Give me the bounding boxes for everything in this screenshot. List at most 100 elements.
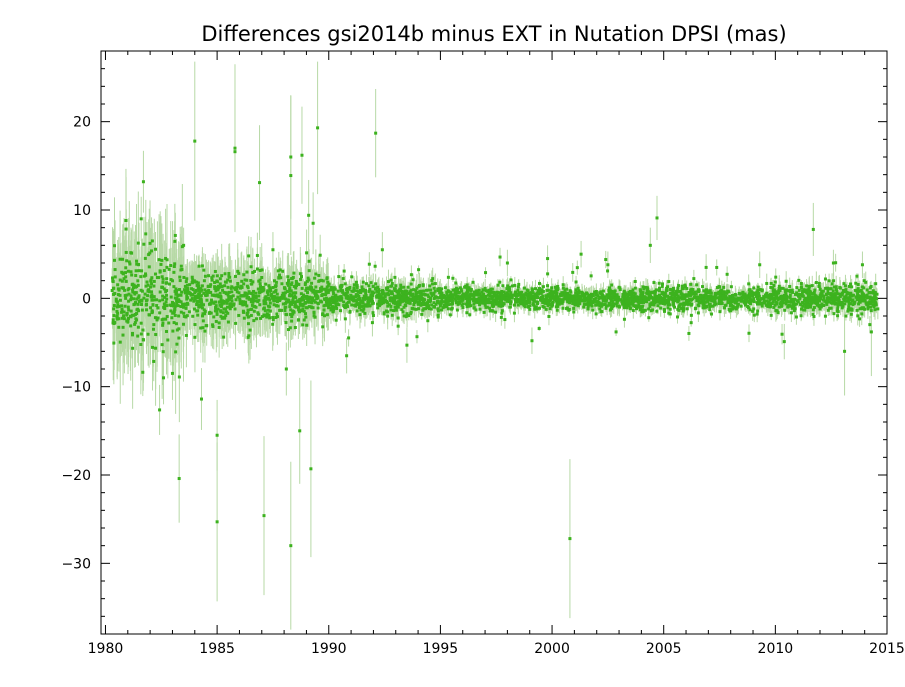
data-point bbox=[196, 313, 200, 317]
data-point bbox=[219, 310, 223, 314]
data-point bbox=[296, 318, 300, 322]
data-point bbox=[265, 290, 269, 294]
data-point bbox=[172, 310, 176, 314]
data-point bbox=[307, 259, 311, 263]
data-point bbox=[217, 321, 221, 325]
data-point bbox=[321, 312, 325, 316]
data-point bbox=[302, 302, 306, 306]
data-point bbox=[227, 290, 231, 294]
data-point bbox=[319, 278, 323, 282]
data-point bbox=[173, 233, 177, 237]
data-point bbox=[158, 290, 162, 294]
data-point bbox=[124, 296, 128, 300]
data-point bbox=[142, 242, 146, 246]
data-point bbox=[244, 300, 248, 304]
data-point bbox=[267, 313, 271, 317]
data-point bbox=[226, 285, 230, 289]
data-point bbox=[242, 316, 246, 320]
data-point bbox=[240, 279, 244, 283]
data-point bbox=[183, 284, 187, 288]
data-point bbox=[290, 319, 294, 323]
data-point bbox=[256, 287, 260, 291]
data-point bbox=[300, 296, 304, 300]
data-point bbox=[381, 296, 385, 300]
data-point bbox=[304, 312, 308, 316]
data-point bbox=[310, 288, 314, 292]
data-point bbox=[323, 303, 327, 307]
data-point bbox=[305, 251, 309, 255]
data-point bbox=[197, 303, 201, 307]
data-point bbox=[257, 312, 261, 316]
data-point bbox=[283, 291, 287, 295]
data-point bbox=[243, 278, 247, 282]
data-point bbox=[146, 289, 150, 293]
data-point bbox=[160, 343, 164, 347]
data-point bbox=[220, 274, 224, 278]
data-point bbox=[112, 286, 116, 290]
data-point bbox=[271, 296, 275, 300]
data-point bbox=[312, 299, 316, 303]
data-point bbox=[115, 314, 119, 318]
data-point bbox=[139, 342, 143, 346]
data-point bbox=[165, 304, 169, 308]
data-point bbox=[230, 290, 234, 294]
data-point bbox=[399, 283, 403, 287]
data-point bbox=[277, 276, 281, 280]
data-point bbox=[168, 303, 172, 307]
data-point bbox=[167, 267, 171, 271]
data-point bbox=[137, 269, 141, 273]
data-point bbox=[281, 269, 285, 273]
data-point bbox=[230, 299, 234, 303]
data-point bbox=[268, 305, 272, 309]
data-point bbox=[170, 316, 174, 320]
data-point bbox=[247, 315, 251, 319]
data-point bbox=[197, 305, 201, 309]
data-point bbox=[127, 260, 131, 264]
data-point bbox=[149, 278, 153, 282]
data-point bbox=[214, 289, 218, 293]
data-point bbox=[196, 296, 200, 300]
data-point bbox=[193, 291, 197, 295]
data-point bbox=[131, 288, 135, 292]
data-point bbox=[134, 274, 138, 278]
data-point bbox=[141, 370, 145, 374]
data-point bbox=[192, 299, 196, 303]
data-point bbox=[293, 326, 297, 330]
data-point bbox=[213, 280, 217, 284]
data-point bbox=[250, 299, 254, 303]
data-point bbox=[111, 276, 115, 280]
data-point bbox=[282, 294, 286, 298]
data-point bbox=[290, 277, 294, 281]
data-point bbox=[295, 300, 299, 304]
data-point bbox=[181, 322, 185, 326]
data-point bbox=[181, 303, 185, 307]
data-point bbox=[182, 311, 186, 315]
data-point bbox=[214, 286, 218, 290]
data-point bbox=[219, 298, 223, 302]
data-point bbox=[122, 277, 126, 281]
data-point bbox=[193, 335, 197, 339]
data-point bbox=[175, 328, 179, 332]
data-point bbox=[136, 241, 140, 245]
data-point bbox=[188, 283, 192, 287]
data-point bbox=[203, 312, 207, 316]
data-point bbox=[183, 291, 187, 295]
data-point bbox=[178, 299, 182, 303]
data-point bbox=[246, 286, 250, 290]
data-point bbox=[175, 298, 179, 302]
data-point bbox=[151, 303, 155, 307]
data-point bbox=[172, 302, 176, 306]
data-point bbox=[160, 285, 164, 289]
data-point bbox=[135, 297, 139, 301]
data-point bbox=[224, 314, 228, 318]
data-point bbox=[151, 345, 155, 349]
data-point bbox=[135, 311, 139, 315]
data-point bbox=[198, 288, 202, 292]
data-point bbox=[134, 301, 138, 305]
data-point bbox=[161, 317, 165, 321]
data-point bbox=[200, 303, 204, 307]
data-point bbox=[260, 276, 264, 280]
data-point bbox=[120, 304, 124, 308]
data-point bbox=[283, 286, 287, 290]
data-point bbox=[310, 300, 314, 304]
